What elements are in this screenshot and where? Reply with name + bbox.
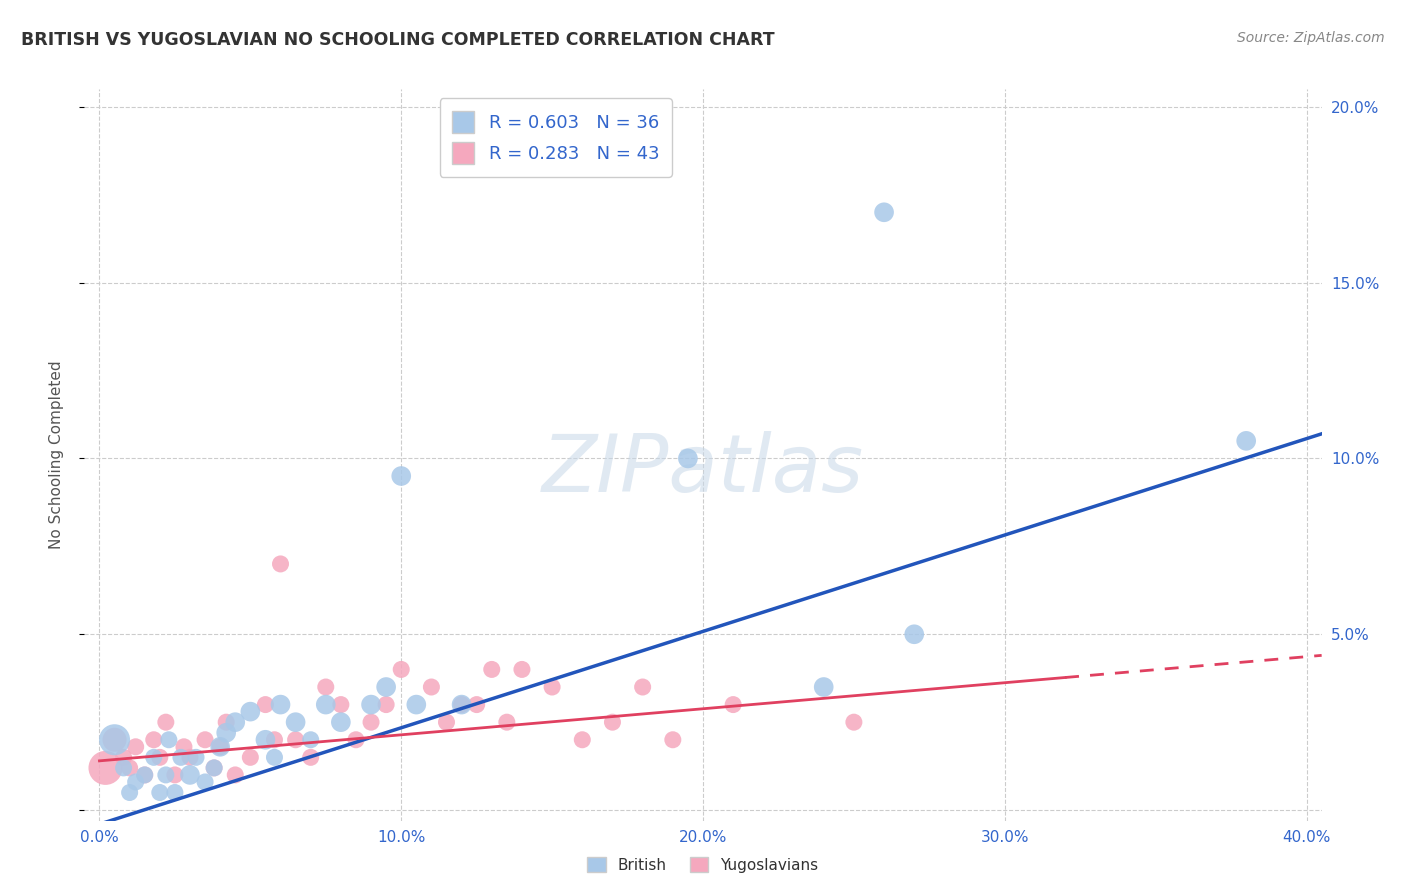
Point [94,761,117,775]
Point [215,715,238,730]
Point [360,698,382,712]
Point [284,715,307,730]
Point [873,205,896,219]
Point [112,761,135,775]
Point [842,715,865,730]
Point [263,750,285,764]
Point [202,761,225,775]
Point [405,698,427,712]
Point [170,750,193,764]
Point [571,732,593,747]
Point [631,680,654,694]
Point [436,715,458,730]
Point [481,662,503,676]
Point [142,750,165,764]
Point [155,715,177,730]
Point [510,662,533,676]
Point [118,785,141,799]
Point [721,698,744,712]
Point [450,698,472,712]
Point [112,750,135,764]
Point [263,732,285,747]
Text: ZIPatlas: ZIPatlas [541,431,865,508]
Point [124,739,146,754]
Point [224,715,246,730]
Y-axis label: No Schooling Completed: No Schooling Completed [49,360,63,549]
Point [149,750,172,764]
Point [315,680,337,694]
Point [389,662,412,676]
Point [329,698,352,712]
Point [903,627,925,641]
Point [420,680,443,694]
Point [389,469,412,483]
Point [202,761,225,775]
Point [134,768,156,782]
Point [344,732,367,747]
Point [1234,434,1257,448]
Point [224,768,246,782]
Point [179,750,201,764]
Point [163,768,186,782]
Point [541,680,564,694]
Point [209,739,232,754]
Point [284,732,307,747]
Point [329,715,352,730]
Point [155,768,177,782]
Point [239,705,262,719]
Point [215,725,238,739]
Point [375,698,398,712]
Point [662,732,685,747]
Point [360,715,382,730]
Point [194,732,217,747]
Point [118,761,141,775]
Point [813,680,835,694]
Point [163,785,186,799]
Point [375,680,398,694]
Point [103,732,125,747]
Point [299,750,322,764]
Text: Source: ZipAtlas.com: Source: ZipAtlas.com [1237,31,1385,45]
Point [142,732,165,747]
Point [602,715,624,730]
Point [450,698,472,712]
Point [495,715,517,730]
Point [194,775,217,789]
Point [124,775,146,789]
Point [184,750,207,764]
Point [676,451,699,466]
Point [315,698,337,712]
Point [179,768,201,782]
Point [270,698,292,712]
Point [157,732,180,747]
Point [103,732,125,747]
Legend: British, Yugoslavians: British, Yugoslavians [581,851,825,879]
Point [173,739,195,754]
Point [239,750,262,764]
Point [149,785,172,799]
Point [465,698,488,712]
Point [209,739,232,754]
Point [254,732,277,747]
Point [270,557,292,571]
Point [134,768,156,782]
Point [299,732,322,747]
Point [254,698,277,712]
Text: BRITISH VS YUGOSLAVIAN NO SCHOOLING COMPLETED CORRELATION CHART: BRITISH VS YUGOSLAVIAN NO SCHOOLING COMP… [21,31,775,49]
